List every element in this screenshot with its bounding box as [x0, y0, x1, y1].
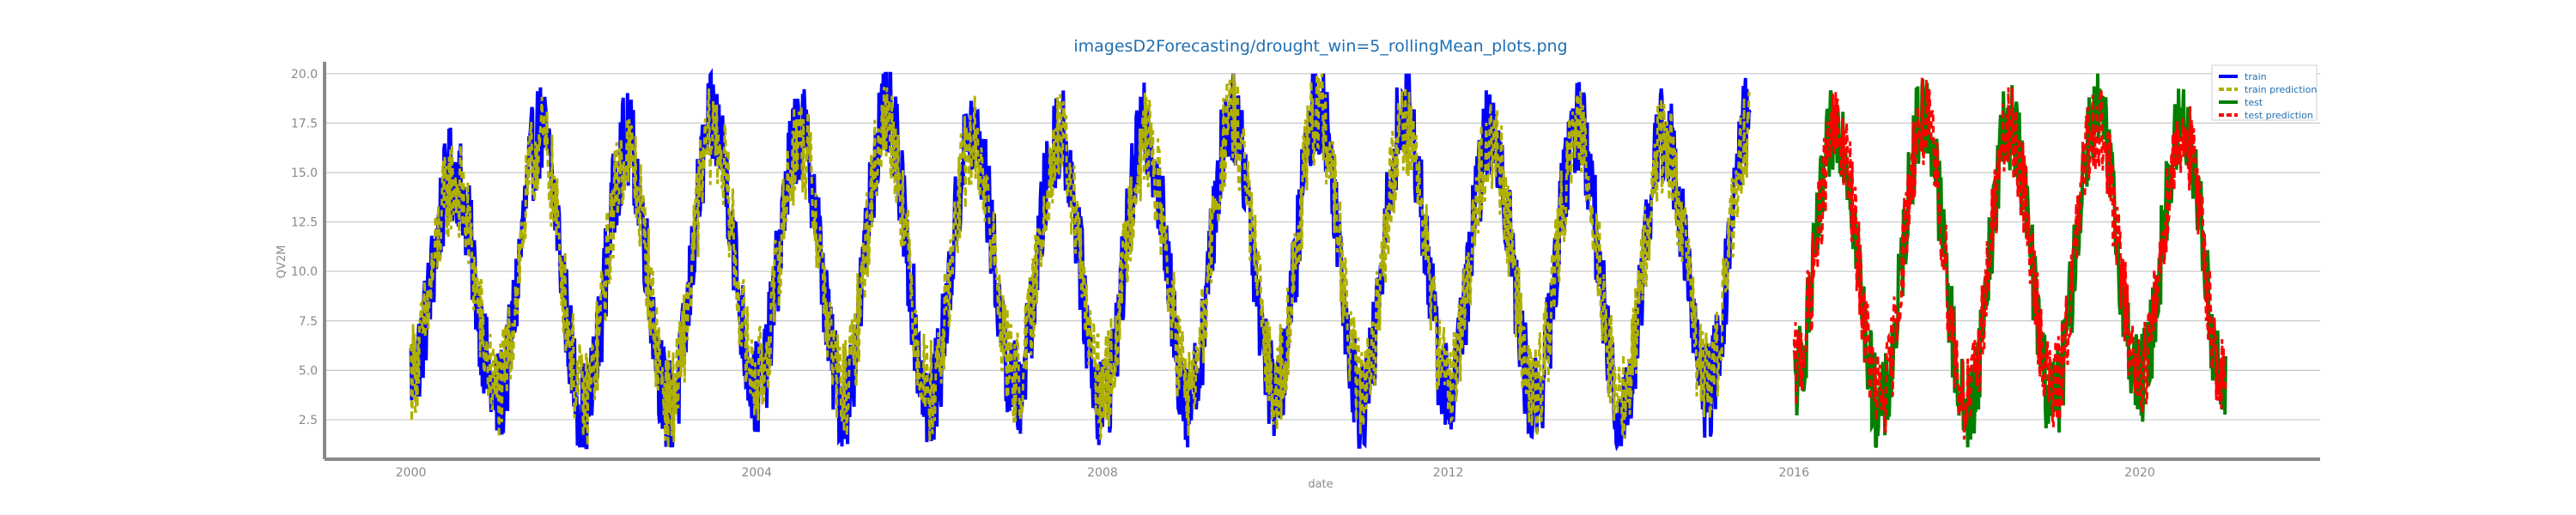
y-tick-label: 2.5	[299, 414, 318, 427]
y-tick-label: 7.5	[299, 315, 318, 329]
y-tick-label: 5.0	[299, 364, 318, 378]
x-tick-label: 2004	[741, 466, 772, 480]
legend-label: train prediction	[2245, 84, 2317, 95]
legend-label: test	[2245, 97, 2263, 108]
legend-label: train	[2245, 71, 2267, 82]
y-axis-label: QV2M	[276, 245, 289, 279]
series-line-test-prediction	[1792, 77, 2227, 440]
x-axis-ticks: 2000 2004 2008 2012 2016 2020	[396, 466, 2155, 480]
x-tick-label: 2000	[396, 466, 427, 480]
y-tick-label: 10.0	[291, 265, 318, 279]
legend-label: test prediction	[2245, 110, 2313, 121]
y-axis-ticks: 2.5 5.0 7.5 10.0 12.5 15.0 17.5 20.0	[291, 68, 318, 427]
legend: train train prediction test test prediction	[2211, 64, 2318, 121]
x-tick-label: 2020	[2124, 466, 2155, 480]
legend-box	[2211, 64, 2318, 121]
x-tick-label: 2008	[1087, 466, 1118, 480]
chart-title: imagesD2Forecasting/drought_win=5_rollin…	[1073, 37, 1567, 56]
y-tick-label: 17.5	[291, 117, 318, 130]
x-tick-label: 2012	[1433, 466, 1464, 480]
series-line-train-prediction	[410, 73, 1752, 448]
x-axis-label: date	[1308, 478, 1333, 491]
y-tick-label: 20.0	[291, 68, 318, 82]
y-tick-label: 12.5	[291, 216, 318, 230]
x-tick-label: 2016	[1778, 466, 1809, 480]
y-tick-label: 15.0	[291, 167, 318, 180]
series-layer	[409, 68, 2227, 451]
